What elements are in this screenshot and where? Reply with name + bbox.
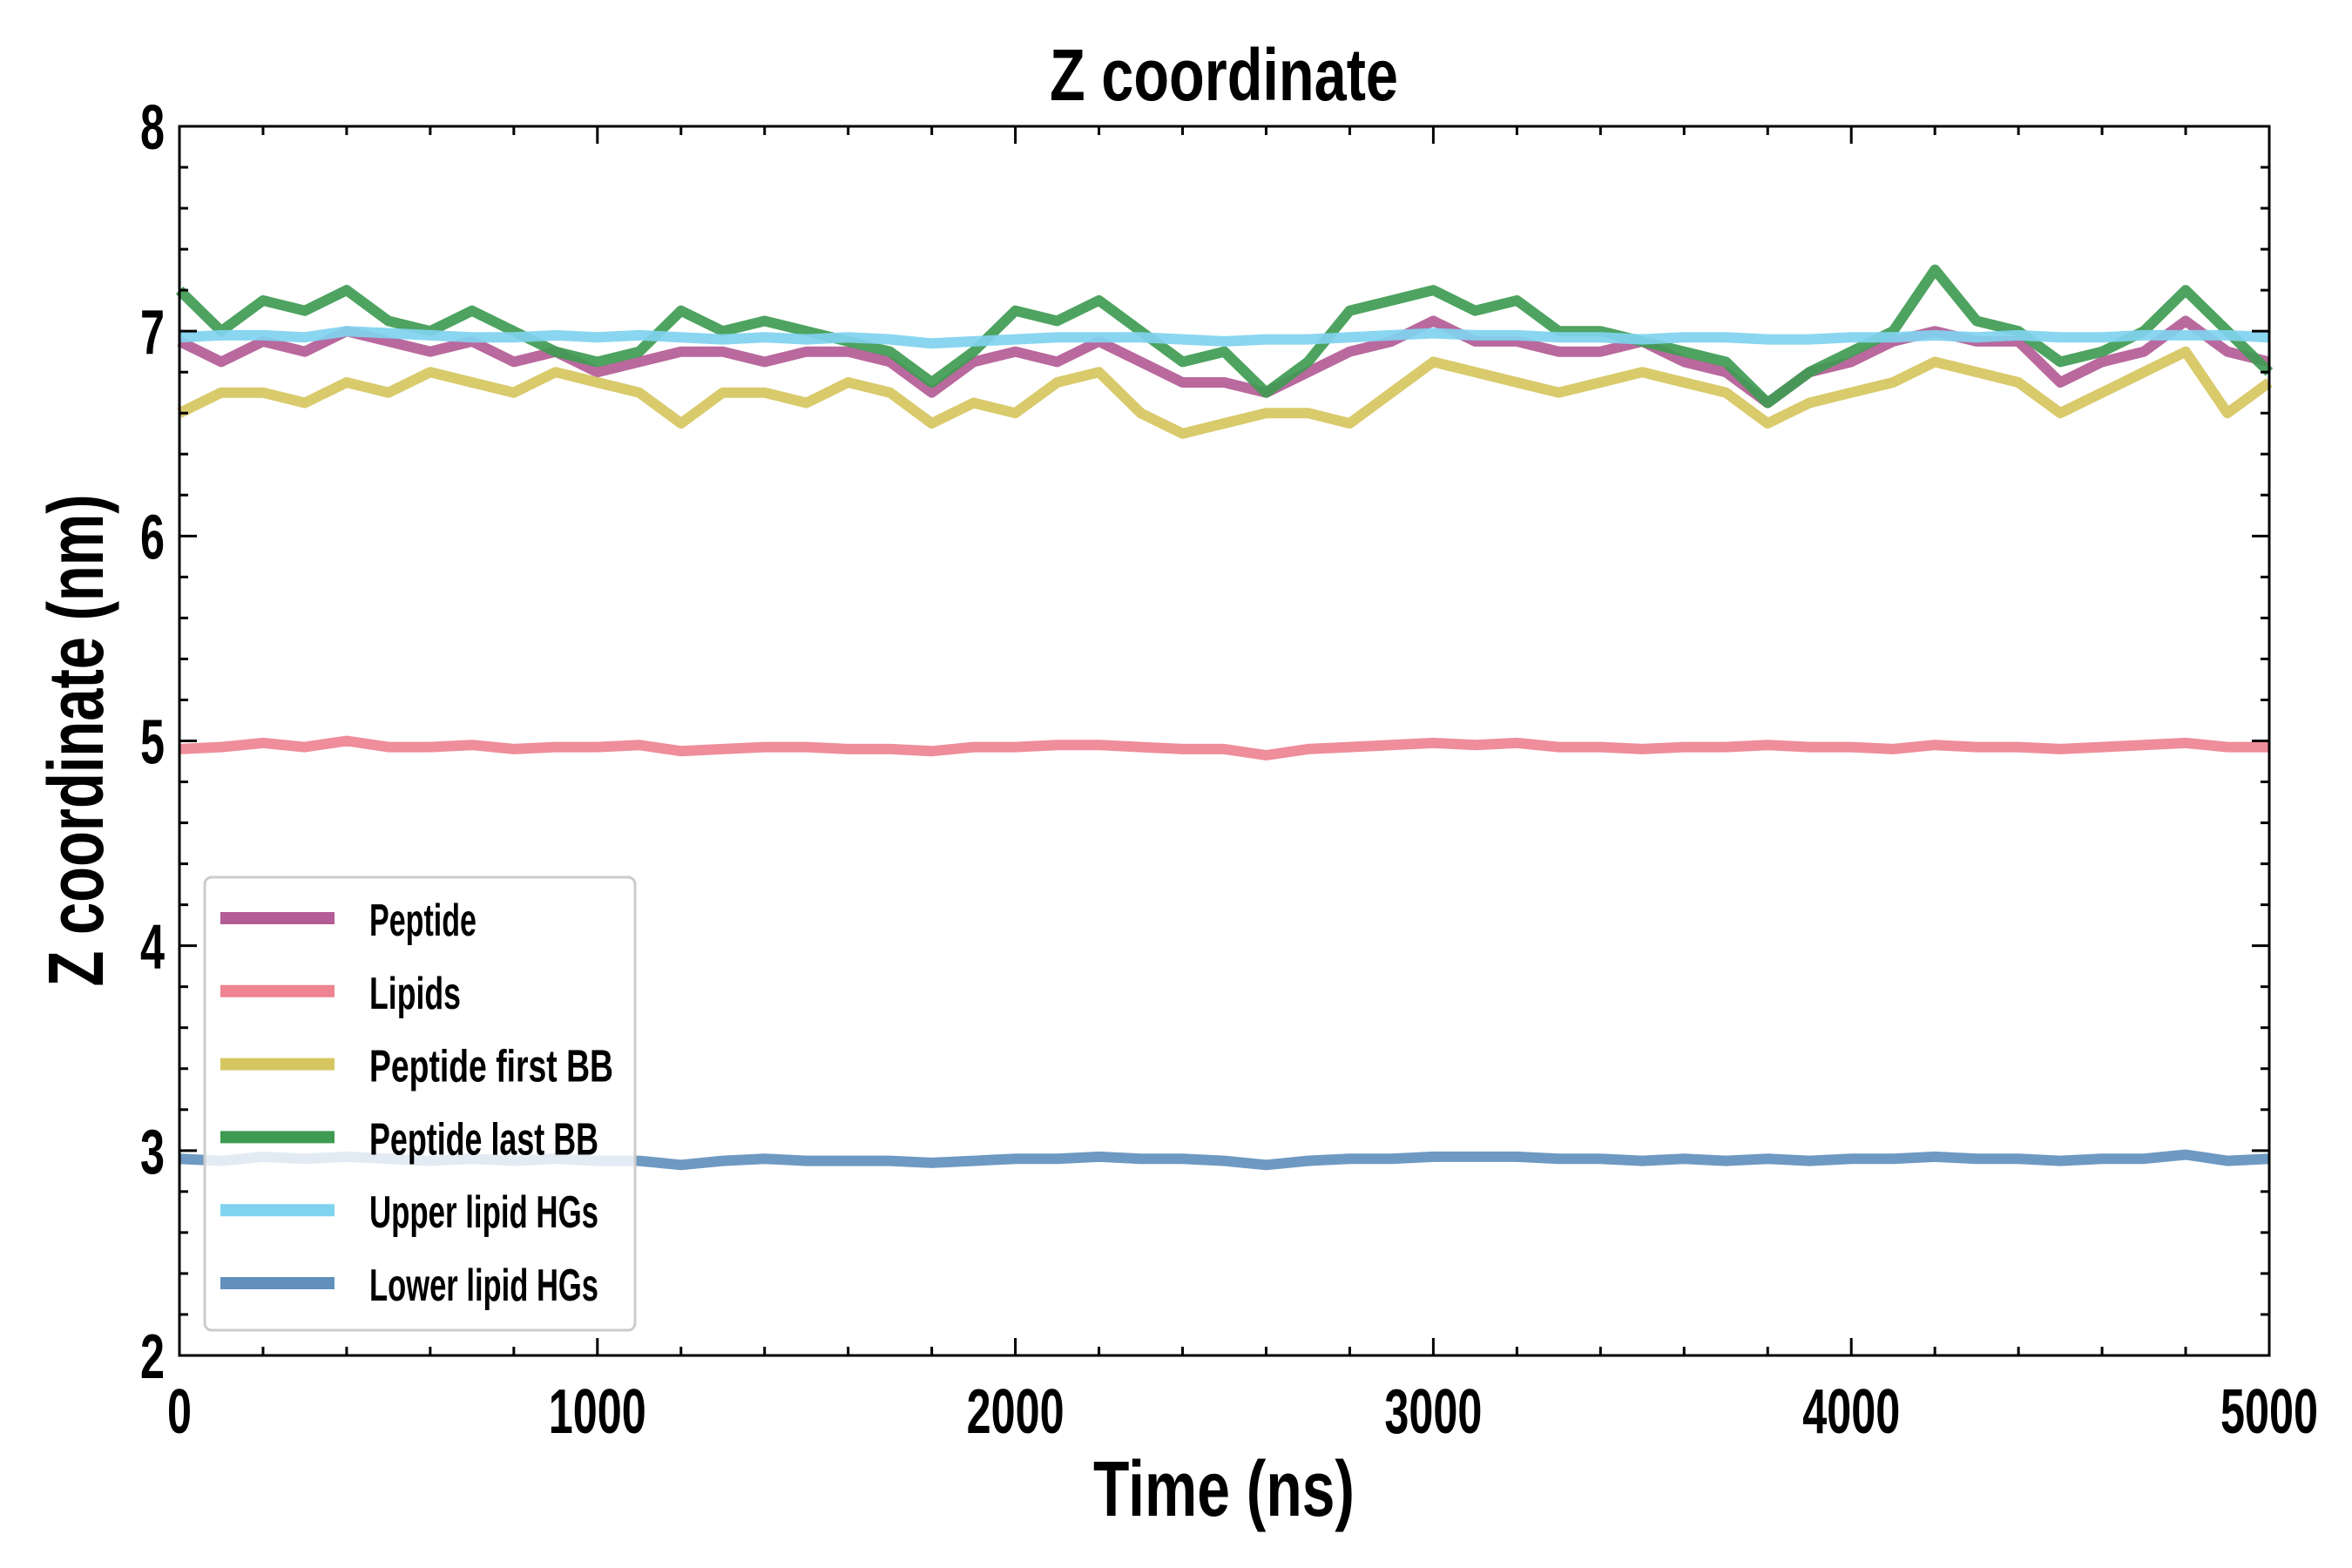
plot-frame [178, 125, 2271, 1357]
y-tick-label: 4 [140, 913, 165, 983]
y-axis-label: Z coordinate (nm) [33, 495, 120, 987]
ticks-layer: 0 1000 2000 3000 4000 5000 2 3 4 5 6 7 8 [140, 93, 2318, 1447]
x-tick-label: 1000 [549, 1377, 646, 1447]
legend-label: Lipids [369, 969, 461, 1019]
chart-title: Z coordinate [1050, 34, 1398, 116]
legend-item: Peptide first BB [220, 1042, 613, 1092]
legend-item: Lipids [220, 969, 461, 1019]
series-line-peptide-first-bb [177, 346, 2273, 439]
y-tick-label: 6 [140, 503, 165, 572]
x-tick-label: 4000 [1802, 1377, 1900, 1447]
legend-label: Lower lipid HGs [369, 1260, 598, 1311]
x-tick-label: 3000 [1384, 1377, 1482, 1447]
y-tick-label: 8 [140, 93, 165, 163]
x-tick-label: 2000 [967, 1377, 1064, 1447]
series-line-upper-lipid-hgs [179, 326, 2270, 349]
legend-label: Upper lipid HGs [369, 1187, 598, 1238]
legend-label: Peptide last BB [369, 1114, 598, 1165]
y-tick-label: 5 [140, 708, 165, 778]
legend-item: Lower lipid HGs [220, 1260, 598, 1311]
legend-item: Peptide last BB [220, 1114, 598, 1165]
x-axis-label: Time (ns) [1093, 1446, 1355, 1533]
legend-label: Peptide first BB [369, 1042, 613, 1092]
y-tick-label: 3 [140, 1118, 165, 1187]
x-tick-label: 0 [167, 1377, 192, 1447]
legend-item: Upper lipid HGs [220, 1187, 598, 1238]
legend: Peptide Lipids Peptide first BB Peptide las… [203, 875, 637, 1332]
y-tick-label: 2 [140, 1322, 165, 1392]
legend-item: Peptide [220, 896, 476, 946]
series-line-lipids [179, 735, 2269, 760]
y-tick-label: 7 [140, 298, 165, 368]
x-tick-label: 5000 [2220, 1377, 2318, 1447]
legend-label: Peptide [369, 896, 476, 946]
